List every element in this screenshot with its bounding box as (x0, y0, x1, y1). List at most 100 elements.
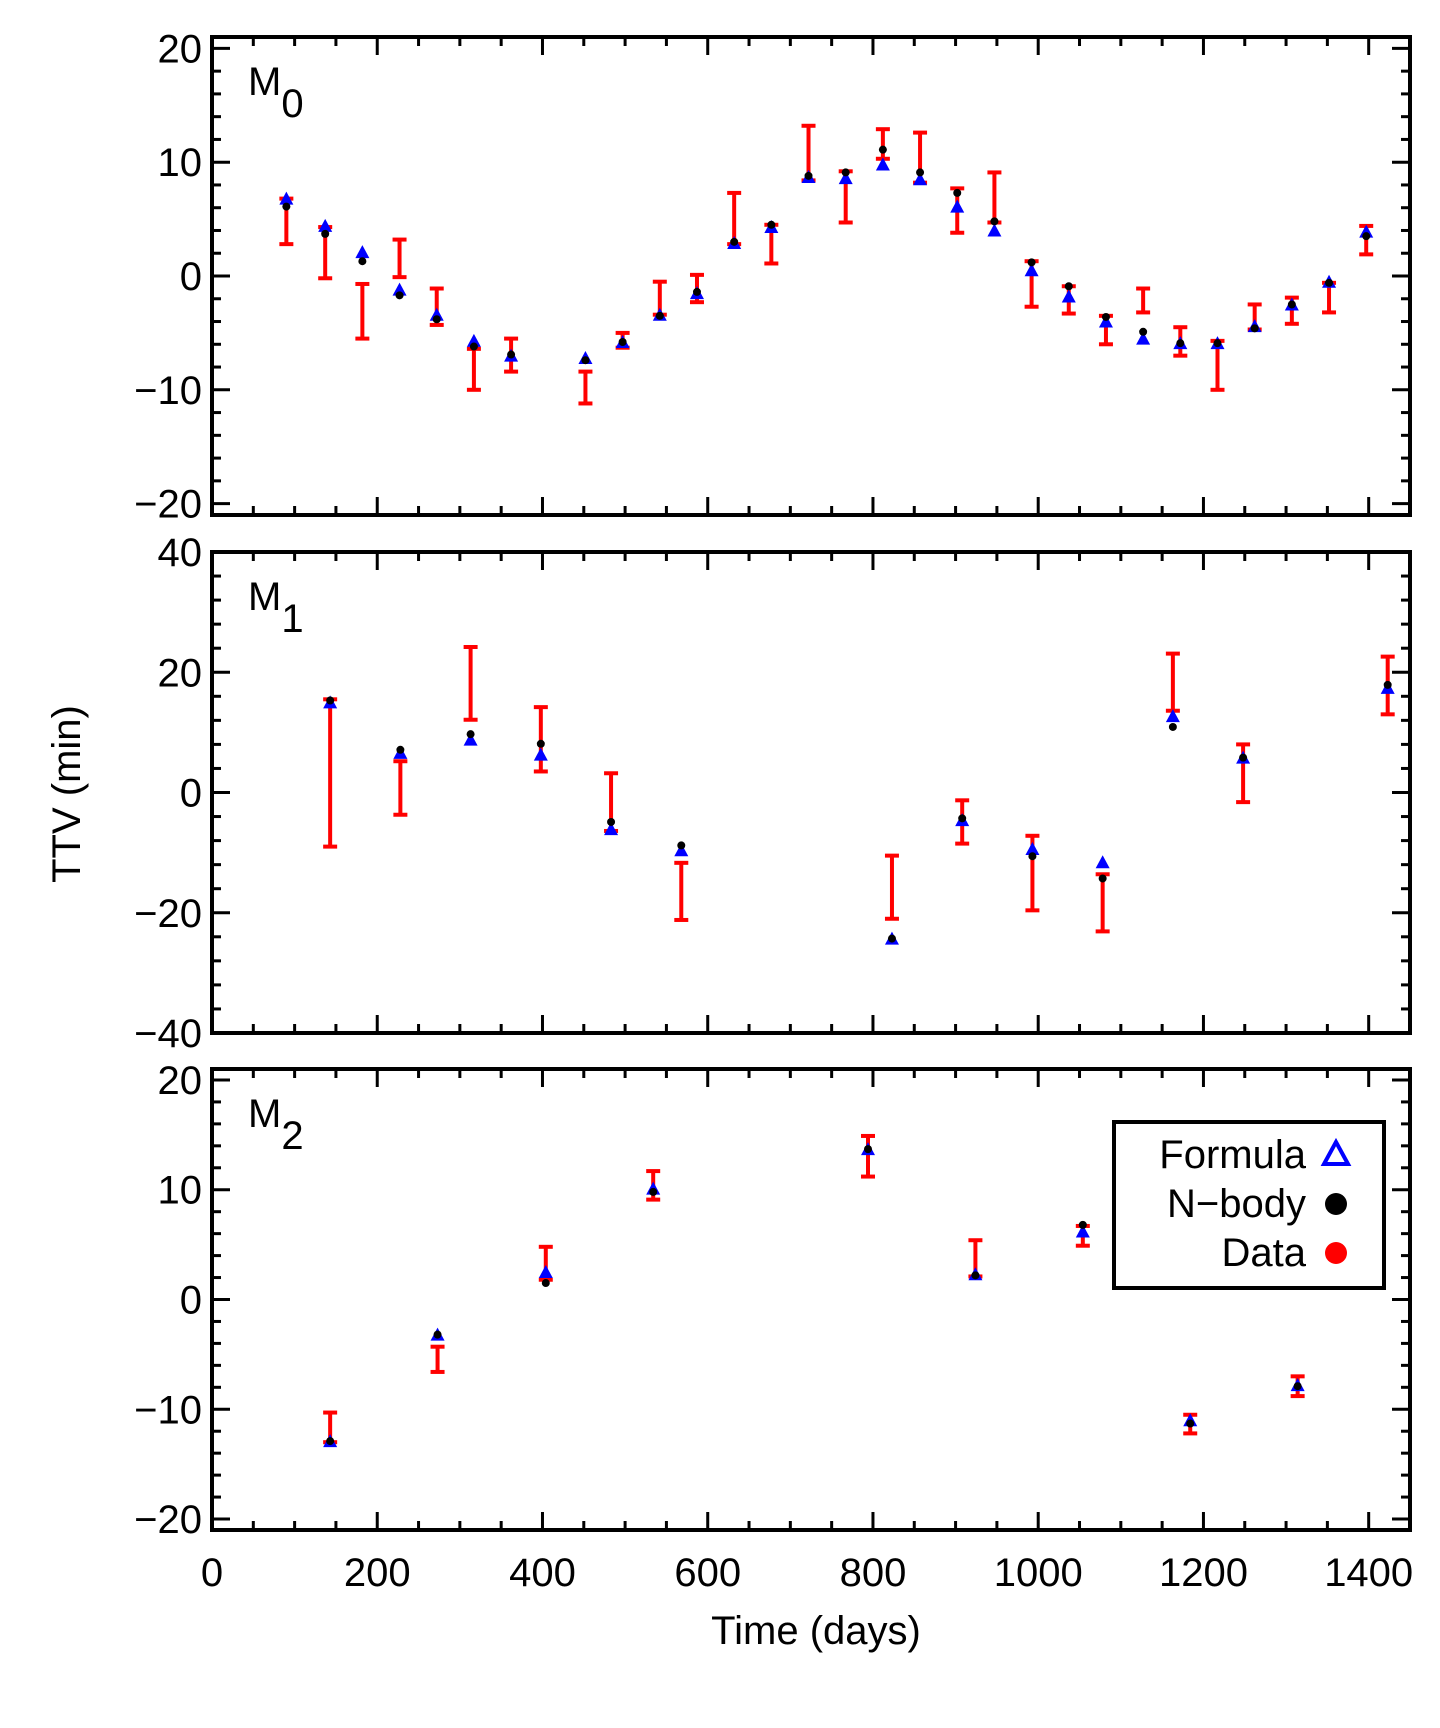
formula-point (950, 199, 965, 213)
legend-formula-marker (1320, 1137, 1352, 1166)
y-tick-label: 0 (180, 1279, 202, 1323)
legend-nbody-marker (1325, 1193, 1347, 1215)
nbody-point (1176, 339, 1185, 348)
formula-point (279, 191, 294, 205)
panels: 20 10 0 −10 −20 M0 40 20 0 −20 −40 M1 20 10 0 −10 −20 M2 (134, 27, 1412, 1542)
nbody-point (677, 841, 686, 850)
formula-point (913, 172, 928, 186)
y-tick-label: 20 (158, 27, 203, 71)
formula-point (875, 157, 890, 171)
panel-2: 20 10 0 −10 −20 M2 (134, 1059, 1412, 1542)
nbody-point (358, 257, 367, 266)
x-tick-label: 800 (840, 1551, 907, 1595)
nbody-point (1139, 327, 1148, 336)
nbody-point (649, 1187, 658, 1196)
panel-1: 40 20 0 −20 −40 M1 (134, 531, 1412, 1056)
nbody-point (581, 356, 590, 365)
nbody-point (971, 1271, 980, 1280)
nbody-point (507, 350, 516, 359)
panel-label: M1 (248, 575, 304, 641)
y-tick-label: −10 (134, 369, 202, 413)
legend-label-formula: Formula (1159, 1133, 1306, 1177)
nbody-point (730, 237, 739, 246)
legend: Formula N−body Data (1112, 1120, 1386, 1290)
y-tick-label: −20 (134, 1498, 202, 1542)
nbody-point (1098, 874, 1107, 883)
x-tick-label: 1200 (1159, 1551, 1248, 1595)
nbody-point (536, 739, 545, 748)
nbody-point (433, 1330, 442, 1339)
nbody-point (396, 745, 405, 754)
nbody-point (541, 1279, 550, 1288)
nbody-point (916, 168, 925, 177)
formula-point (1098, 314, 1113, 328)
nbody-point (1250, 324, 1259, 333)
nbody-point (1078, 1220, 1087, 1229)
formula-point (838, 171, 853, 185)
formula-point (1024, 263, 1039, 277)
y-tick-label: 20 (158, 1059, 203, 1103)
y-tick-label: 40 (158, 531, 203, 575)
nbody-point (326, 696, 335, 705)
y-tick-label: −10 (134, 1388, 202, 1432)
formula-point (604, 822, 619, 836)
panel-0: 20 10 0 −10 −20 M0 (134, 27, 1412, 527)
legend-label-data: Data (1222, 1231, 1307, 1275)
formula-point (1025, 842, 1040, 856)
panel-frame (210, 35, 1412, 517)
y-tick-label: −20 (134, 892, 202, 936)
panel-label: M2 (248, 1092, 304, 1158)
x-axis-title: Time (days) (711, 1609, 921, 1653)
legend-data-marker (1325, 1242, 1347, 1264)
nbody-point (1186, 1419, 1195, 1428)
y-tick-label: −40 (134, 1012, 202, 1056)
panel-label: M0 (248, 60, 304, 126)
nbody-point (1383, 680, 1392, 689)
y-tick-label: 0 (180, 255, 202, 299)
nbody-point (282, 202, 291, 211)
x-tick-label: 0 (201, 1551, 223, 1595)
formula-point (987, 223, 1002, 237)
nbody-point (958, 814, 967, 823)
x-tick-label: 200 (344, 1551, 411, 1595)
x-tick-label: 1400 (1324, 1551, 1413, 1595)
legend-label-nbody: N−body (1167, 1182, 1306, 1226)
nbody-point (887, 934, 896, 943)
formula-point (538, 1265, 553, 1279)
panel-frame (210, 550, 1412, 1035)
nbody-point (326, 1437, 335, 1446)
nbody-point (1064, 282, 1073, 291)
nbody-point (1293, 1382, 1302, 1391)
nbody-point (655, 311, 664, 320)
y-tick-label: 10 (158, 141, 203, 185)
formula-point (1095, 855, 1110, 869)
y-tick-label: −20 (134, 483, 202, 527)
nbody-point (321, 229, 330, 238)
nbody-point (1362, 232, 1371, 241)
y-tick-label: 0 (180, 772, 202, 816)
nbody-point (1101, 312, 1110, 321)
nbody-point (990, 217, 999, 226)
nbody-point (1325, 278, 1334, 287)
nbody-point (804, 171, 813, 180)
formula-point (674, 843, 689, 857)
nbody-point (767, 220, 776, 229)
formula-point (1061, 289, 1076, 303)
nbody-point (1239, 753, 1248, 762)
formula-point (1136, 331, 1151, 345)
formula-point (355, 245, 370, 259)
nbody-point (466, 730, 475, 739)
formula-point (533, 747, 548, 761)
nbody-point (841, 168, 850, 177)
x-tick-labels: 0 200 400 600 800 1000 1200 1400 (201, 1551, 1413, 1595)
nbody-point (469, 342, 478, 351)
nbody-point (692, 287, 701, 296)
formula-point (463, 732, 478, 746)
formula-point (466, 333, 481, 347)
nbody-point (1027, 258, 1036, 267)
x-tick-label: 1000 (994, 1551, 1083, 1595)
nbody-point (395, 291, 404, 300)
x-tick-label: 600 (674, 1551, 741, 1595)
nbody-point (432, 315, 441, 324)
